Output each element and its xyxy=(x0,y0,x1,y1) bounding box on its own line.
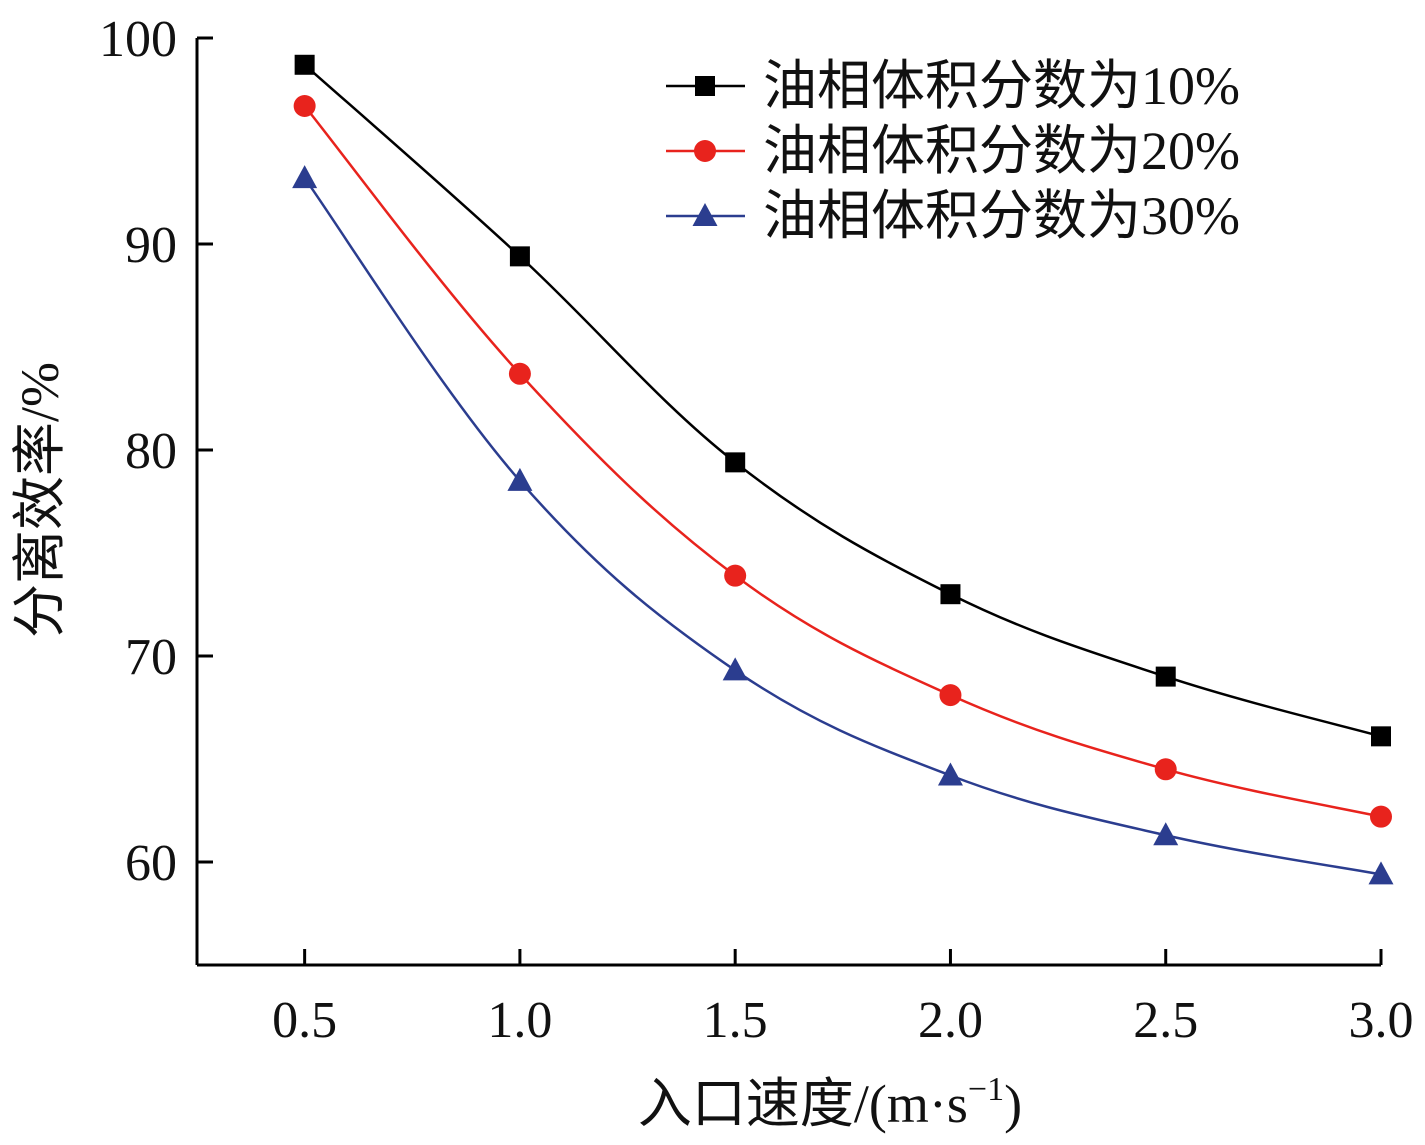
data-point xyxy=(507,467,533,491)
data-point xyxy=(725,452,746,473)
x-tick-label: 2.5 xyxy=(1133,992,1198,1049)
data-point xyxy=(937,762,963,786)
x-tick-label: 2.0 xyxy=(918,992,983,1049)
x-axis-title: 入口速度/(m·s−1) xyxy=(638,1071,1022,1134)
legend-label: 油相体积分数为20% xyxy=(763,121,1240,181)
data-point xyxy=(722,657,748,681)
legend-marker xyxy=(692,203,718,226)
x-tick-label: 1.5 xyxy=(703,992,768,1049)
y-tick-label: 100 xyxy=(99,11,177,68)
data-point xyxy=(292,165,318,189)
legend-item: 油相体积分数为20% xyxy=(666,121,1240,181)
series-line xyxy=(303,177,1382,876)
legend-label: 油相体积分数为10% xyxy=(763,56,1240,116)
data-point xyxy=(1154,758,1177,781)
x-axis-title-exponent: −1 xyxy=(968,1071,1004,1108)
data-point xyxy=(724,564,747,587)
data-point xyxy=(1155,666,1176,687)
data-point xyxy=(293,94,316,117)
data-point xyxy=(939,684,962,707)
y-tick-label: 60 xyxy=(125,835,177,892)
axes: 60 70 80 90 100 0.5 1.0 1.5 2.0 2.5 3.0 xyxy=(99,11,1414,1049)
y-axis-title: 分离效率/% xyxy=(10,362,70,638)
x-tick-label: 1.0 xyxy=(487,992,552,1049)
legend: 油相体积分数为10%油相体积分数为20%油相体积分数为30% xyxy=(666,56,1240,246)
legend-item: 油相体积分数为30% xyxy=(666,186,1240,246)
x-tick-label: 3.0 xyxy=(1349,992,1414,1049)
x-axis-title-main: 入口速度/(m·s xyxy=(638,1074,968,1134)
series-2 xyxy=(293,94,1392,828)
data-point xyxy=(1368,861,1394,885)
data-point xyxy=(1371,726,1391,747)
data-point xyxy=(508,362,531,385)
legend-label: 油相体积分数为30% xyxy=(763,186,1240,246)
legend-marker xyxy=(695,76,715,96)
legend-marker xyxy=(694,140,716,162)
series-1 xyxy=(294,54,1391,747)
x-tick-label: 0.5 xyxy=(272,992,337,1049)
y-tick-label: 80 xyxy=(125,423,177,480)
data-point xyxy=(294,54,315,75)
series-layer xyxy=(292,54,1394,885)
series-line xyxy=(303,63,1382,738)
y-tick-label: 90 xyxy=(125,217,177,274)
x-axis-title-close: ) xyxy=(1004,1074,1022,1134)
data-point xyxy=(1370,805,1392,828)
series-3 xyxy=(292,165,1394,885)
data-point xyxy=(509,246,530,267)
y-tick-label: 70 xyxy=(125,629,177,686)
data-point xyxy=(1153,822,1179,846)
data-point xyxy=(940,584,961,605)
legend-item: 油相体积分数为10% xyxy=(666,56,1240,116)
